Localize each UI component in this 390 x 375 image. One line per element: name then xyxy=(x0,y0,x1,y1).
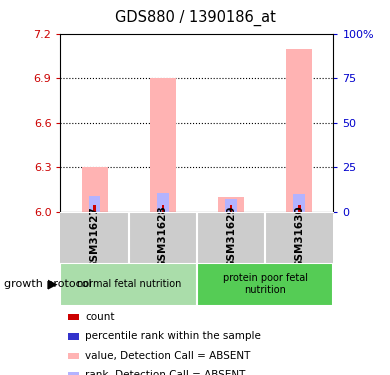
Text: GSM31629: GSM31629 xyxy=(226,206,236,268)
Text: protein poor fetal
nutrition: protein poor fetal nutrition xyxy=(223,273,308,295)
Text: GSM31628: GSM31628 xyxy=(158,206,168,268)
Bar xyxy=(197,262,333,306)
Text: percentile rank within the sample: percentile rank within the sample xyxy=(85,332,261,341)
Bar xyxy=(150,78,176,212)
Text: value, Detection Call = ABSENT: value, Detection Call = ABSENT xyxy=(85,351,250,361)
Bar xyxy=(157,193,168,212)
Bar xyxy=(294,194,305,212)
Text: GSM31627: GSM31627 xyxy=(90,206,99,268)
Bar xyxy=(82,167,108,212)
Bar xyxy=(89,195,100,212)
Bar xyxy=(298,205,301,212)
Bar xyxy=(60,262,197,306)
Text: rank, Detection Call = ABSENT: rank, Detection Call = ABSENT xyxy=(85,370,245,375)
Bar xyxy=(225,198,237,212)
Bar xyxy=(161,205,164,212)
Text: growth protocol: growth protocol xyxy=(4,279,92,289)
Text: ▶: ▶ xyxy=(48,278,57,291)
Text: normal fetal nutrition: normal fetal nutrition xyxy=(76,279,181,289)
Bar xyxy=(218,197,244,212)
Text: GDS880 / 1390186_at: GDS880 / 1390186_at xyxy=(115,9,275,26)
Bar xyxy=(93,205,96,212)
Text: GSM31630: GSM31630 xyxy=(294,206,304,268)
Bar xyxy=(230,205,232,212)
Bar xyxy=(286,49,312,212)
Text: count: count xyxy=(85,312,115,322)
